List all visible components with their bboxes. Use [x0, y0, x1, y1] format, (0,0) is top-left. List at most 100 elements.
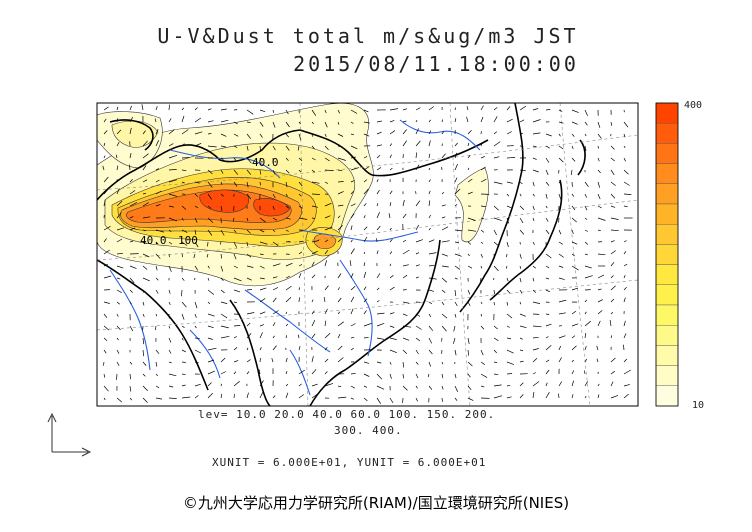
wind-vector — [272, 335, 275, 339]
wind-vector — [311, 299, 314, 303]
wind-vector — [233, 181, 238, 187]
wind-vector — [441, 313, 448, 319]
colorbar-swatch — [655, 102, 679, 124]
wind-vector — [454, 385, 459, 392]
wind-vector — [311, 157, 316, 161]
wind-vector — [402, 129, 407, 135]
wind-vector — [324, 320, 327, 327]
wind-vector — [194, 383, 201, 387]
wind-vector — [324, 181, 329, 184]
wind-vector — [584, 320, 591, 327]
wind-vector — [545, 359, 550, 363]
wind-vector — [220, 301, 228, 304]
wind-vector — [233, 325, 241, 327]
colorbar-swatch — [655, 203, 679, 225]
wind-vector — [259, 253, 264, 255]
wind-vector — [142, 193, 146, 195]
wind-vector — [103, 325, 110, 331]
wind-vector — [298, 205, 303, 209]
wind-vector — [389, 108, 399, 111]
wind-vector — [181, 361, 186, 363]
wind-vector — [154, 118, 157, 123]
wind-vector — [584, 121, 588, 126]
wind-vector — [415, 252, 420, 255]
wind-vector — [545, 289, 551, 293]
wind-vector — [441, 301, 445, 306]
wind-vector — [181, 349, 186, 353]
wind-vector — [584, 381, 589, 387]
wind-vector — [532, 181, 535, 187]
wind-vector — [181, 396, 191, 399]
wind-vector — [532, 217, 535, 222]
colorbar-swatch — [655, 244, 679, 265]
wind-vector — [311, 261, 315, 267]
wind-vector — [272, 263, 281, 267]
wind-vector — [363, 397, 368, 402]
wind-vector — [324, 169, 334, 172]
contour-label: 40.0 — [252, 156, 279, 169]
wind-vector — [532, 358, 538, 363]
wind-vector — [311, 274, 316, 279]
wind-vector — [376, 373, 383, 380]
wind-vector — [415, 140, 421, 147]
wind-vector — [246, 229, 251, 234]
wind-vector — [272, 169, 276, 175]
wind-vector — [129, 240, 134, 243]
wind-vector — [285, 285, 292, 291]
wind-vector — [363, 322, 372, 327]
wind-vector — [493, 205, 499, 211]
wind-vector — [415, 385, 418, 389]
wind-vector — [246, 241, 249, 247]
wind-vector — [232, 217, 235, 222]
wind-vector — [376, 250, 379, 255]
wind-vector — [142, 361, 147, 366]
wind-vector — [324, 226, 333, 231]
wind-vector — [103, 238, 107, 243]
wind-vector — [142, 265, 148, 270]
wind-vector — [532, 205, 535, 211]
wind-vector — [363, 188, 369, 195]
wind-vector — [181, 373, 186, 376]
wind-vector — [467, 130, 472, 135]
wind-vector — [415, 361, 419, 365]
wind-vector — [233, 347, 238, 351]
wind-vector — [493, 384, 502, 387]
wind-vector — [402, 301, 410, 304]
wind-vector — [623, 240, 627, 243]
wind-vector — [597, 229, 601, 232]
wind-vector — [623, 320, 626, 327]
wind-vector — [155, 190, 162, 195]
wind-vector — [142, 140, 148, 147]
wind-vector — [337, 215, 341, 219]
wind-vector — [155, 277, 159, 281]
wind-vector — [311, 205, 318, 208]
wind-vector — [298, 217, 308, 220]
wind-vector — [389, 251, 393, 255]
wind-vector — [584, 241, 589, 245]
wind-vector — [623, 275, 626, 279]
wind-vector — [597, 299, 603, 303]
wind-vector — [116, 349, 120, 354]
wind-vector — [610, 121, 613, 126]
wind-vector — [233, 169, 239, 175]
wind-vector — [519, 265, 522, 269]
axis-indicator-icon — [47, 412, 92, 457]
wind-vector — [415, 128, 419, 135]
wind-vector — [168, 325, 171, 329]
wind-vector — [545, 265, 550, 269]
wind-vector — [389, 312, 395, 315]
wind-vector — [415, 397, 418, 402]
wind-vector — [285, 262, 293, 267]
wind-vector — [506, 301, 509, 306]
wind-vector — [350, 121, 354, 124]
wind-vector — [103, 225, 111, 231]
wind-vector — [623, 384, 630, 387]
wind-vector — [623, 133, 626, 138]
wind-vector — [584, 133, 587, 137]
wind-vector — [584, 109, 588, 117]
wind-vector — [272, 217, 278, 221]
wind-vector — [506, 337, 512, 340]
wind-vector — [129, 202, 138, 207]
wind-vector — [376, 238, 378, 243]
wind-vector — [467, 167, 470, 171]
